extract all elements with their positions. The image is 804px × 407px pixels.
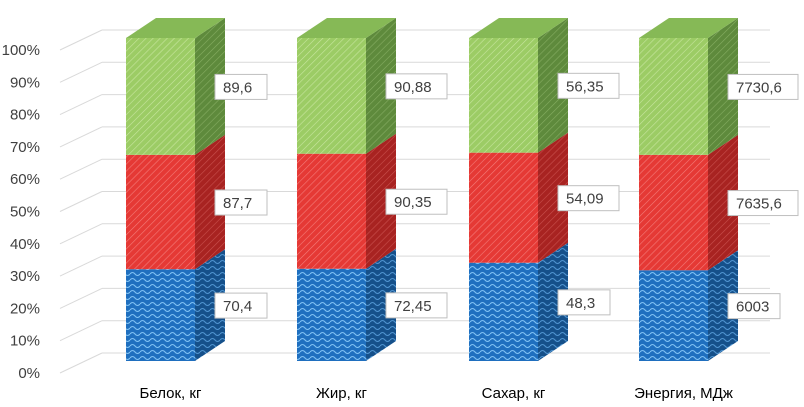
bar-front [639, 154, 708, 271]
bar-side [538, 132, 568, 263]
data-label: 89,6 [223, 79, 252, 96]
bar-side [366, 248, 396, 361]
data-label-box [214, 73, 268, 100]
gridline-diagonal [59, 320, 103, 342]
gridline-diagonal [59, 191, 103, 212]
data-label: 90,35 [394, 194, 432, 211]
gridline-diagonal [59, 126, 103, 148]
y-tick-label: 30% [10, 268, 40, 285]
x-tick-label: Энергия, МДж [634, 385, 733, 402]
data-label: 90,88 [394, 79, 432, 96]
bar-front [639, 270, 708, 361]
bar-top [639, 18, 738, 38]
bar-front [469, 152, 538, 263]
bar-front [469, 262, 538, 361]
y-tick-label: 0% [18, 365, 40, 382]
data-label-box [385, 73, 448, 100]
bars [126, 18, 738, 361]
x-tick-label: Жир, кг [316, 385, 367, 402]
bar-front [126, 38, 195, 155]
y-tick-label: 20% [10, 300, 40, 317]
data-label-box [727, 73, 799, 100]
data-label-box [385, 292, 448, 319]
bar-segment [297, 248, 396, 361]
gridline-diagonal [59, 255, 103, 277]
bar-side [708, 134, 738, 271]
gridline-diagonal [59, 158, 103, 180]
bar-segment [469, 132, 568, 263]
data-label: 87,7 [223, 195, 252, 212]
y-tick-label: 40% [10, 236, 40, 253]
bar-front [469, 38, 538, 153]
bar-segment [297, 133, 396, 269]
data-label-box [557, 289, 611, 316]
data-label-box [557, 72, 620, 99]
data-label-box [557, 185, 620, 212]
gridline-diagonal [59, 94, 103, 116]
data-label-box [214, 189, 268, 216]
bar-front [297, 38, 366, 154]
data-label: 70,4 [223, 298, 252, 315]
bar-top [469, 18, 568, 38]
bar-side [708, 250, 738, 361]
data-label-box [727, 293, 781, 320]
data-label: 6003 [736, 299, 769, 316]
y-tick-label: 60% [10, 171, 40, 188]
bar-side [366, 18, 396, 154]
bar-front [297, 268, 366, 361]
gridline-diagonal [59, 29, 103, 51]
gridline-diagonal [59, 61, 103, 83]
x-axis-tick-labels: Белок, кг Жир, кг Сахар, кг Энергия, МДж [140, 385, 733, 402]
y-axis-tick-labels: 0% 10% 20% 30% 40% 50% 60% 70% 80% 90% 100% [2, 42, 40, 382]
data-label: 48,3 [566, 295, 595, 312]
data-label: 56,35 [566, 78, 604, 95]
bar-segment [639, 134, 738, 271]
bar-front [126, 154, 195, 270]
bar-side [538, 242, 568, 361]
data-label-box [214, 292, 268, 319]
data-labels: 70,4 87,7 89,6 72,45 90,35 90,88 48,3 54,09 56,3… [214, 72, 799, 320]
bar-segment [126, 18, 225, 155]
gridline-diagonal [59, 287, 103, 309]
bar-front [126, 269, 195, 361]
bar-side [538, 18, 568, 153]
y-tick-label: 90% [10, 74, 40, 91]
x-tick-label: Белок, кг [140, 385, 202, 402]
y-tick-label: 80% [10, 107, 40, 124]
data-label-box [727, 190, 799, 217]
bar-side [366, 133, 396, 269]
bar-side [708, 18, 738, 155]
bar-segment [126, 134, 225, 270]
y-tick-label: 50% [10, 204, 40, 221]
bar-segment [639, 18, 738, 155]
data-label: 72,45 [394, 298, 432, 315]
x-tick-label: Сахар, кг [482, 385, 546, 402]
bar-segment [126, 249, 225, 361]
gridline-diagonal [59, 352, 103, 374]
data-label-box [385, 188, 448, 215]
bar-front [639, 38, 708, 155]
y-tick-label: 100% [2, 42, 40, 59]
bar-segment [639, 250, 738, 361]
bar-segment [469, 18, 568, 153]
data-label: 54,09 [566, 191, 604, 208]
bar-side [195, 134, 225, 270]
bar-front [297, 153, 366, 269]
gridline-diagonal [59, 223, 103, 245]
y-tick-label: 10% [10, 333, 40, 350]
bar-top [126, 18, 225, 38]
y-tick-label: 70% [10, 139, 40, 156]
data-label: 7730,6 [736, 79, 782, 96]
bar-side [195, 249, 225, 361]
bar-segment [469, 242, 568, 361]
data-label: 7635,6 [736, 196, 782, 213]
bar-segment [297, 18, 396, 154]
bar-side [195, 18, 225, 155]
bar-top [297, 18, 396, 38]
